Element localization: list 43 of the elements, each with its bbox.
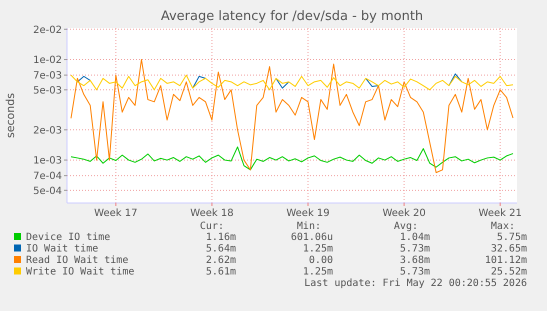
y-tick-label: 1e-02 bbox=[33, 55, 62, 66]
x-tick-label: Week 19 bbox=[286, 208, 330, 219]
legend-label: Read IO Wait time bbox=[26, 255, 128, 266]
text: 601.06u bbox=[290, 232, 333, 243]
y-tick-label: 2e-02 bbox=[33, 24, 62, 36]
y-tick-label: 7e-03 bbox=[33, 70, 62, 82]
line-series bbox=[70, 59, 514, 174]
text: 5.61m bbox=[206, 266, 236, 278]
line-series bbox=[70, 146, 514, 170]
x-tick-label: Week 21 bbox=[478, 208, 522, 219]
x-tick-label: Week 18 bbox=[190, 208, 234, 219]
text: Last update: Fri May 22 00:20:55 2026 bbox=[304, 278, 527, 289]
text: Min: bbox=[296, 221, 321, 232]
text: 25.52m bbox=[490, 266, 527, 278]
y-tick-label: 2e-03 bbox=[33, 125, 62, 136]
text: 3.68m bbox=[400, 255, 430, 266]
text: 1.25m bbox=[302, 266, 333, 278]
text: 2.62m bbox=[206, 255, 236, 266]
y-tick-label: 5e-04 bbox=[33, 186, 62, 197]
text: Max: bbox=[490, 221, 515, 232]
text: 1.25m bbox=[302, 244, 333, 254]
chart-title: Average latency for /dev/sda - by month bbox=[160, 9, 424, 24]
text: 5.64m bbox=[206, 244, 236, 254]
y-axis-title: seconds bbox=[4, 92, 17, 138]
text: 0.00 bbox=[308, 255, 333, 266]
x-tick-label: Week 20 bbox=[382, 208, 426, 219]
text: Cur: bbox=[200, 221, 224, 232]
y-tick-label: 1e-03 bbox=[33, 156, 62, 167]
x-tick-label: Week 17 bbox=[94, 208, 138, 219]
y-tick-label: 7e-04 bbox=[33, 171, 62, 182]
text: 101.12m bbox=[484, 255, 527, 266]
legend-label: Write IO Wait time bbox=[26, 266, 134, 278]
text: 5.73m bbox=[400, 266, 430, 278]
text: 1.16m bbox=[206, 232, 236, 243]
legend-label: IO Wait time bbox=[26, 244, 98, 254]
text: Avg: bbox=[394, 221, 418, 232]
text: 5.73m bbox=[400, 244, 430, 254]
legend-label: Device IO time bbox=[26, 232, 110, 243]
y-tick-label: 5e-03 bbox=[33, 85, 62, 96]
text: 1.04m bbox=[400, 232, 430, 243]
line-series bbox=[70, 74, 514, 90]
text: 32.65m bbox=[490, 244, 527, 254]
text: 5.75m bbox=[496, 232, 527, 243]
